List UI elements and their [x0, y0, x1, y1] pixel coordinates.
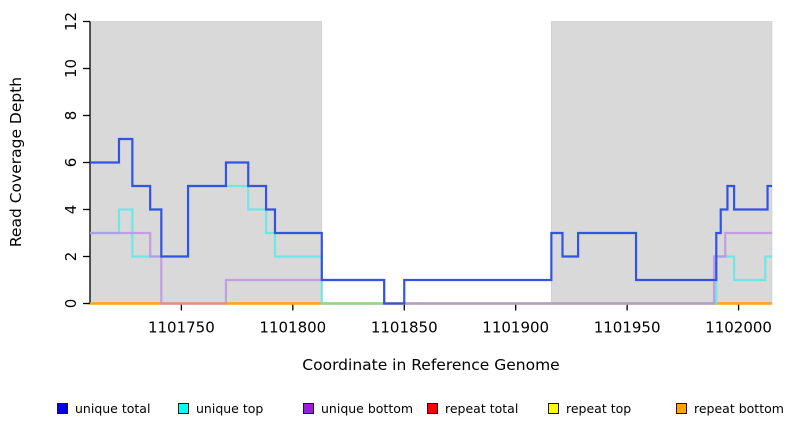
series-unique-total	[90, 137, 772, 305]
x-tick-label: 1101950	[594, 319, 661, 337]
legend-label: repeat bottom	[694, 400, 784, 416]
x-tick-label: 1101800	[259, 319, 326, 337]
legend-item-repeat-bottom: repeat bottom	[676, 400, 784, 416]
y-tick-label: 0	[62, 299, 80, 309]
shaded-region	[551, 21, 773, 304]
legend-item-repeat-total: repeat total	[427, 400, 519, 416]
y-tick-label: 10	[62, 59, 80, 78]
legend-label: unique top	[196, 400, 264, 416]
unique-bottom-swatch-icon	[303, 402, 314, 414]
x-tick-label: 1101850	[371, 319, 438, 337]
x-tick-label: 1102000	[705, 319, 772, 337]
y-tick-label: 8	[62, 111, 80, 121]
y-tick-label: 4	[62, 205, 80, 215]
legend-item-repeat-top: repeat top	[548, 400, 632, 416]
repeat-region-shading	[89, 21, 773, 304]
x-tick-label: 1101750	[148, 319, 215, 337]
unique-total-swatch-icon	[57, 402, 68, 414]
legend-label: unique bottom	[321, 400, 414, 416]
y-tick-label: 12	[62, 12, 80, 31]
legend-label: unique total	[75, 400, 151, 416]
x-axis-title: Coordinate in Reference Genome	[302, 356, 559, 374]
axes: 0 2 4 6 8 10 12 1101750 1101800 1101850 1101900 110…	[62, 12, 772, 337]
y-tick-label: 6	[62, 158, 80, 168]
legend-label: repeat total	[445, 400, 519, 416]
repeat-bottom-swatch-icon	[676, 402, 687, 414]
y-axis-title: Read Coverage Depth	[7, 77, 25, 247]
unique-top-swatch-icon	[178, 402, 189, 414]
x-tick-label: 1101900	[482, 319, 549, 337]
legend-item-unique-top: unique top	[178, 400, 264, 416]
y-tick-label: 2	[62, 252, 80, 262]
repeat-total-swatch-icon	[427, 402, 438, 414]
coverage-step-lines	[90, 137, 772, 305]
repeat-top-swatch-icon	[548, 402, 559, 414]
legend-item-unique-total: unique total	[57, 400, 151, 416]
legend-label: repeat top	[566, 400, 632, 416]
legend-item-unique-bottom: unique bottom	[303, 400, 414, 416]
series-unique-bottom	[90, 231, 772, 305]
shaded-region	[89, 21, 323, 304]
